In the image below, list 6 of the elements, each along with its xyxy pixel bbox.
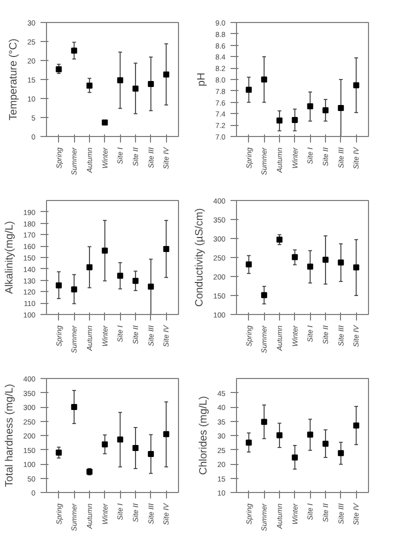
y-axis-title: Temperature (°C) (7, 38, 20, 120)
y-axis-title: Conductivity (µS/cm) (193, 208, 206, 307)
y-axis-title: Alkalinity(mg/L) (3, 221, 16, 294)
y-axis-title: Chlorides (mg/L) (197, 396, 210, 475)
y-axis-title: pH (195, 72, 208, 86)
y-axis-title: Total hardness (mg/L) (3, 384, 16, 488)
